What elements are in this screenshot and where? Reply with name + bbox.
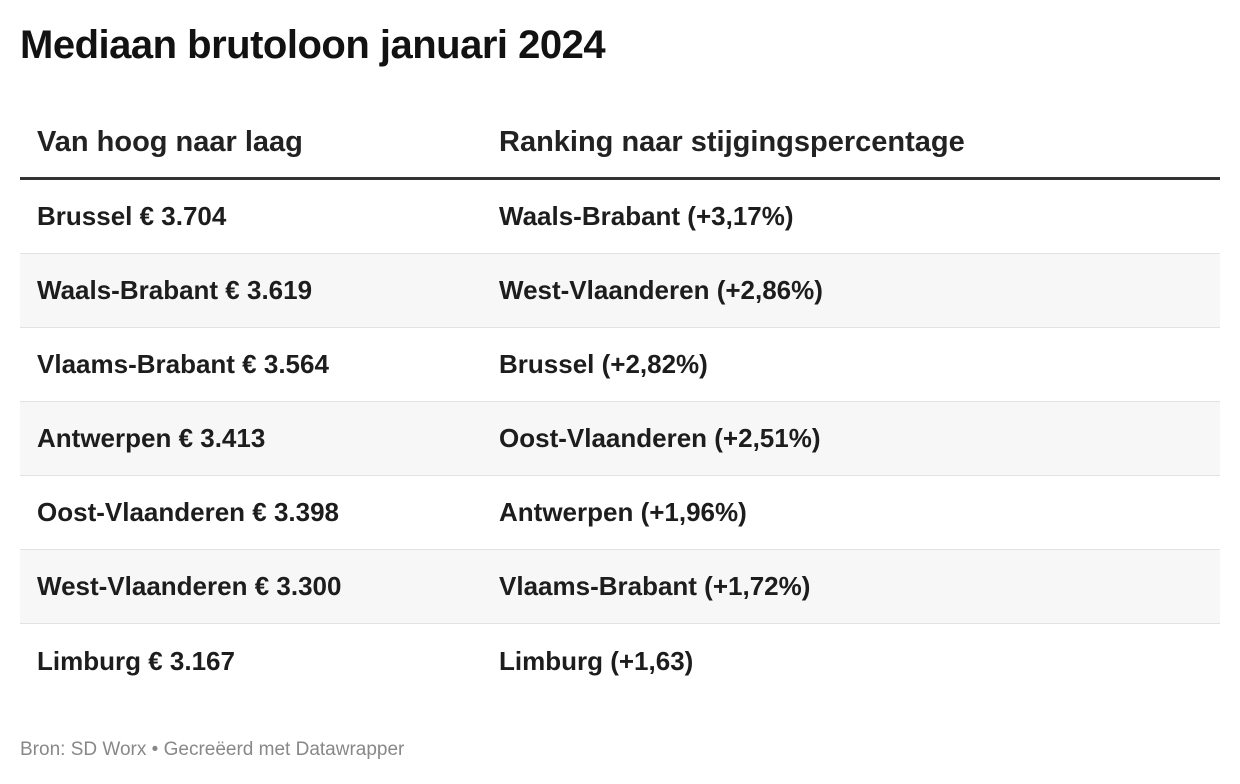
table-cell-salary: Vlaams-Brabant € 3.564 <box>37 349 329 379</box>
table-cell-growth: Vlaams-Brabant (+1,72%) <box>499 571 811 601</box>
datawrapper-credit: Gecreëerd met Datawrapper <box>163 739 405 760</box>
table-row: Waals-Brabant € 3.619 West-Vlaanderen (+… <box>20 254 1220 328</box>
source-footer: Bron: SD Worx • Gecreëerd met Datawrappe… <box>20 738 404 762</box>
table-cell-salary: Antwerpen € 3.413 <box>37 423 266 453</box>
table-row: Limburg € 3.167 Limburg (+1,63) <box>20 624 1220 698</box>
salary-table: Van hoog naar laag Ranking naar stijging… <box>20 108 1220 698</box>
table-cell-salary: Brussel € 3.704 <box>37 201 227 231</box>
source-label: Bron: <box>20 739 66 760</box>
table-row: Antwerpen € 3.413 Oost-Vlaanderen (+2,51… <box>20 402 1220 476</box>
table-cell-salary: Waals-Brabant € 3.619 <box>37 275 313 305</box>
column-header-growth-ranking: Ranking naar stijgingspercentage <box>499 126 965 158</box>
table-header-row: Van hoog naar laag Ranking naar stijging… <box>20 108 1220 180</box>
table-cell-salary: Oost-Vlaanderen € 3.398 <box>37 497 340 527</box>
table-row: Vlaams-Brabant € 3.564 Brussel (+2,82%) <box>20 328 1220 402</box>
table-cell-growth: West-Vlaanderen (+2,86%) <box>499 275 823 305</box>
source-name: SD Worx <box>70 739 147 760</box>
footer-separator: • <box>151 739 159 760</box>
page-title: Mediaan brutoloon januari 2024 <box>20 23 606 67</box>
table-cell-growth: Limburg (+1,63) <box>499 645 694 676</box>
table-row: West-Vlaanderen € 3.300 Vlaams-Brabant (… <box>20 550 1220 624</box>
table-row: Brussel € 3.704 Waals-Brabant (+3,17%) <box>20 180 1220 254</box>
table-cell-growth: Waals-Brabant (+3,17%) <box>499 201 794 231</box>
column-header-high-to-low: Van hoog naar laag <box>37 126 303 158</box>
table-cell-growth: Antwerpen (+1,96%) <box>499 497 747 527</box>
table-cell-growth: Oost-Vlaanderen (+2,51%) <box>499 423 821 453</box>
table-row: Oost-Vlaanderen € 3.398 Antwerpen (+1,96… <box>20 476 1220 550</box>
table-cell-salary: Limburg € 3.167 <box>37 645 235 676</box>
table-cell-growth: Brussel (+2,82%) <box>499 349 708 379</box>
table-cell-salary: West-Vlaanderen € 3.300 <box>37 571 342 601</box>
